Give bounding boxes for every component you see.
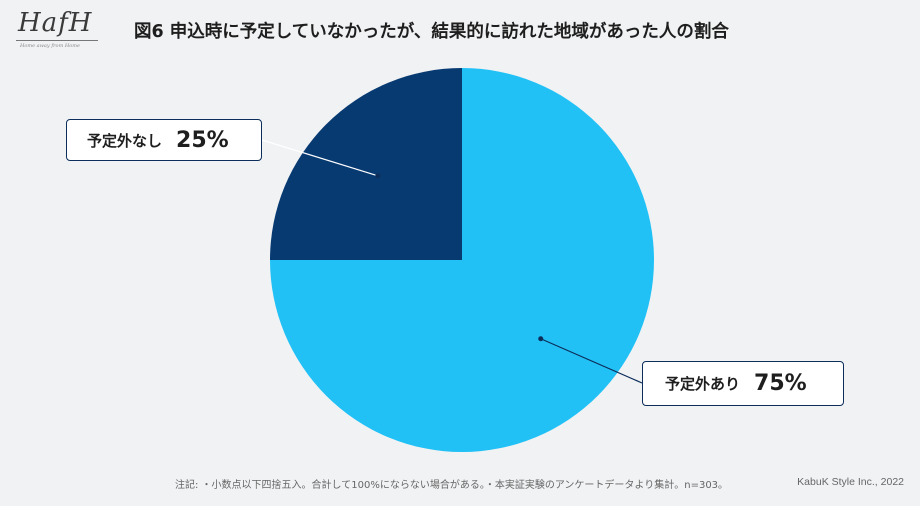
leader-line bbox=[261, 139, 379, 177]
slice-label-unplanned: 予定外あり bbox=[665, 375, 741, 393]
leader-line bbox=[540, 338, 643, 384]
footnote: 注記: ・小数点以下四捨五入。合計して100%にならない場合がある。・本実証実験… bbox=[175, 480, 729, 491]
logo-tagline: Home away from Home bbox=[20, 43, 80, 49]
slice-label-no-unplanned: 予定外なし bbox=[87, 131, 163, 150]
slice-value-unplanned: 75% bbox=[754, 371, 807, 396]
leader-dot bbox=[375, 173, 381, 179]
logo-underline bbox=[16, 40, 98, 41]
leader-dot bbox=[538, 336, 544, 342]
slice-value-no-unplanned: 25% bbox=[176, 127, 229, 153]
slice-no-unplanned bbox=[270, 68, 462, 260]
copyright-credit: KabuK Style Inc., 2022 bbox=[797, 476, 904, 488]
hafh-logo: HafH Home away from Home bbox=[14, 8, 106, 49]
callout-unplanned: 予定外あり 75% bbox=[642, 361, 844, 406]
logo-text: HafH bbox=[18, 8, 93, 38]
chart-title: 図6 申込時に予定していなかったが、結果的に訪れた地域があった人の割合 bbox=[134, 22, 729, 42]
callout-no-unplanned: 予定外なし 25% bbox=[66, 119, 262, 161]
